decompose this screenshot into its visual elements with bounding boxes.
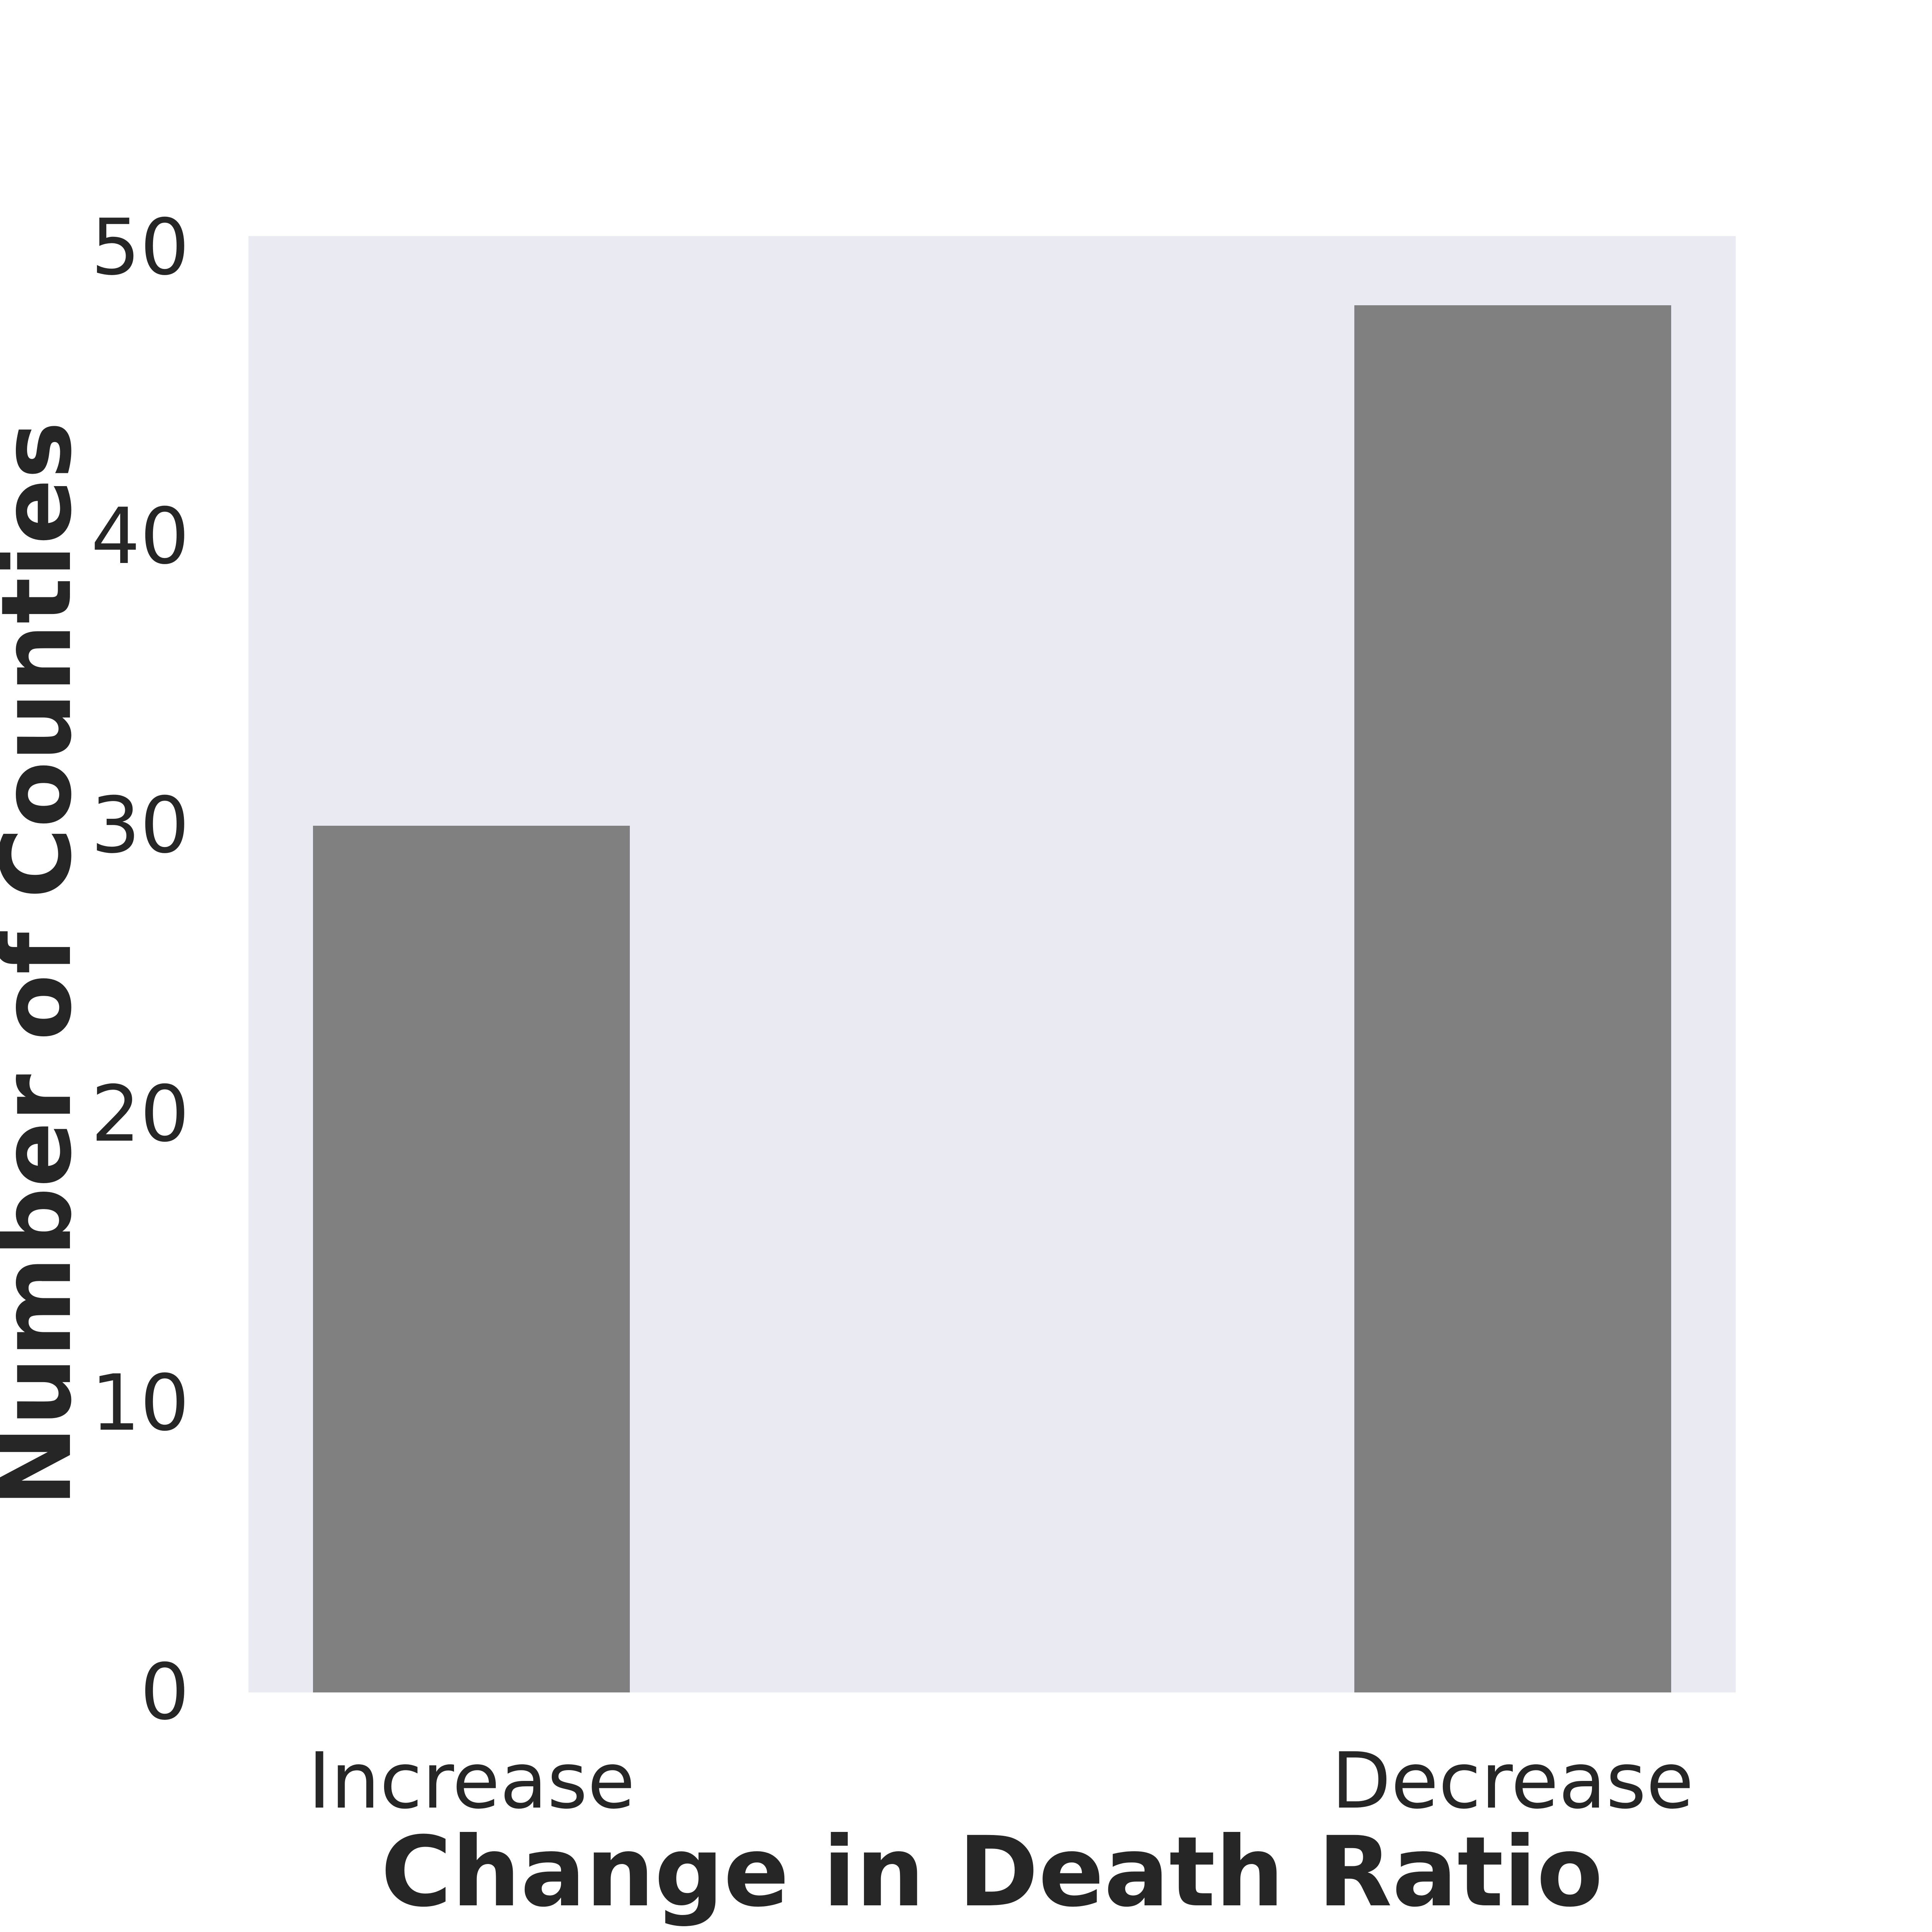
y-tick-label: 40	[91, 491, 190, 582]
x-axis-label: Change in Death Ratio	[381, 1816, 1603, 1928]
y-tick-label: 20	[91, 1069, 190, 1160]
bar-decrease	[1354, 305, 1671, 1692]
y-tick-label: 50	[91, 202, 190, 293]
y-tick-label: 30	[91, 780, 190, 871]
x-tick-label-increase: Increase	[308, 1736, 635, 1826]
bar-increase	[313, 825, 630, 1692]
y-tick-label: 0	[140, 1647, 189, 1737]
x-tick-label-decrease: Decrease	[1331, 1736, 1694, 1826]
y-axis-label: Number of Counties	[0, 421, 93, 1507]
y-tick-label: 10	[91, 1358, 190, 1449]
